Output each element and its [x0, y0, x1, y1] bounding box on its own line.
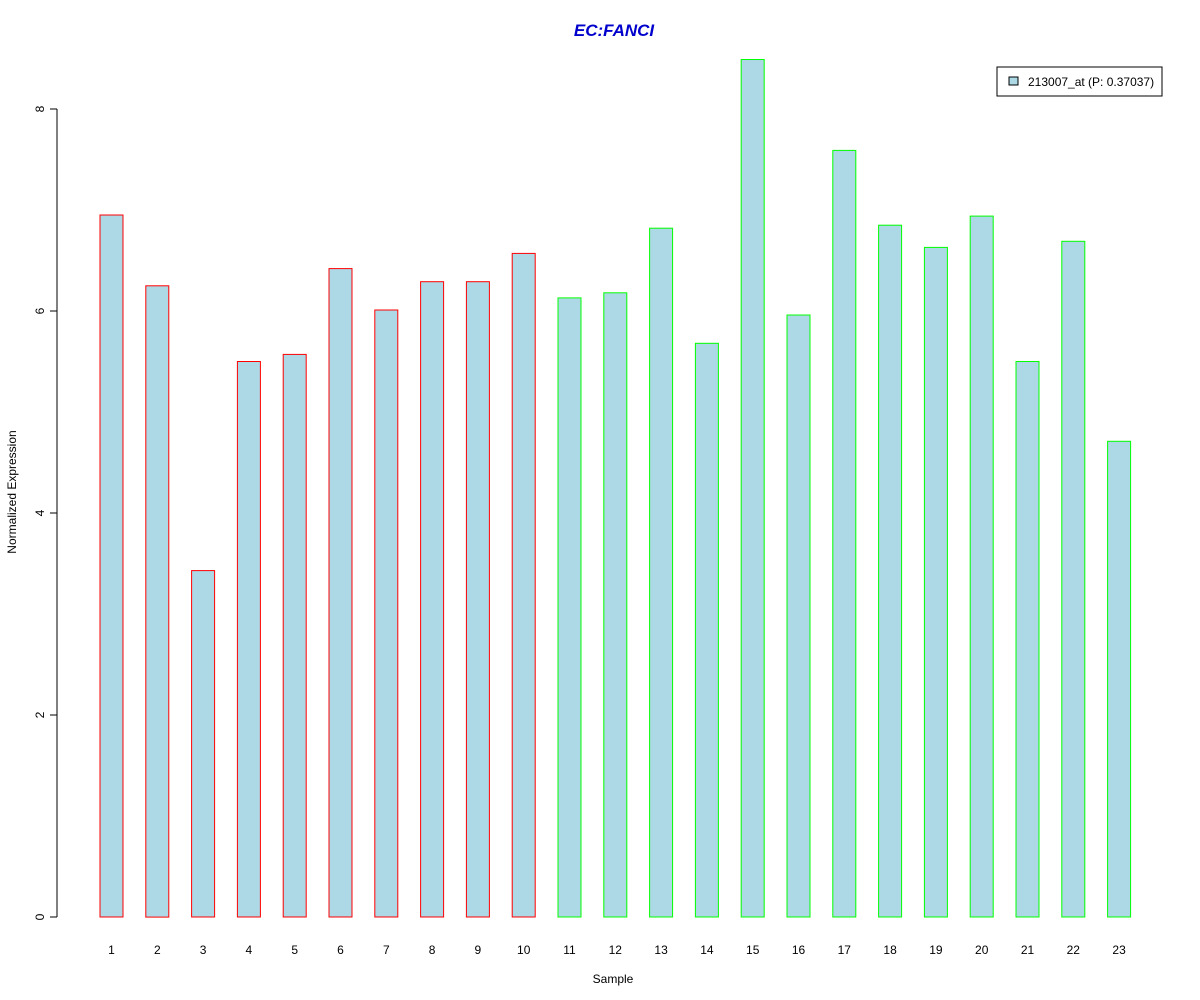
x-tick-label: 8	[429, 943, 436, 957]
x-tick-label: 10	[517, 943, 531, 957]
bar-sample-19	[923, 246, 948, 918]
x-tick-label: 11	[563, 943, 576, 957]
x-tick-label: 21	[1021, 943, 1035, 957]
x-tick-label: 18	[883, 943, 897, 957]
bar-sample-14	[694, 342, 719, 918]
x-tick-label: 15	[746, 943, 760, 957]
x-tick-label: 13	[654, 943, 668, 957]
bar-sample-17	[832, 149, 857, 918]
bar-sample-20	[969, 215, 994, 918]
y-tick-label: 2	[33, 711, 47, 718]
chart-title: EC:FANCI	[574, 21, 656, 40]
bar-sample-23	[1107, 440, 1132, 918]
legend-swatch	[1008, 76, 1019, 86]
y-tick-label: 6	[33, 307, 47, 314]
bar-sample-7	[374, 309, 399, 918]
legend-entry-label: 213007_at (P: 0.37037)	[1028, 75, 1154, 89]
y-tick-label: 4	[33, 509, 47, 516]
legend: 213007_at (P: 0.37037)	[996, 66, 1163, 97]
x-tick-labels: 1 2 3 4 5 6 7 8 9 10 11 12 13 14 15 16 17 18 19 20 21 22 23	[108, 943, 1126, 957]
x-tick-label: 7	[383, 943, 390, 957]
x-tick-label: 14	[700, 943, 714, 957]
bar-sample-10	[511, 252, 536, 918]
x-tick-label: 1	[108, 943, 115, 957]
bar-sample-22	[1061, 240, 1086, 918]
x-axis-label: Sample	[593, 972, 634, 986]
bar-sample-4	[236, 361, 261, 918]
bar-sample-9	[465, 281, 490, 918]
y-axis: 0 2 4 6 8	[33, 105, 58, 920]
legend-box	[996, 66, 1163, 97]
x-tick-label: 20	[975, 943, 989, 957]
bar-sample-2	[145, 285, 170, 918]
x-tick-label: 9	[475, 943, 482, 957]
y-tick-label: 0	[33, 913, 47, 920]
bar-sample-6	[328, 268, 353, 918]
y-axis-label: Normalized Expression	[5, 430, 19, 553]
x-tick-label: 4	[246, 943, 253, 957]
x-tick-label: 2	[154, 943, 161, 957]
bar-sample-11	[557, 297, 582, 918]
x-tick-label: 23	[1112, 943, 1126, 957]
bar-sample-16	[786, 314, 811, 918]
bar-sample-3	[191, 570, 216, 918]
x-tick-label: 16	[792, 943, 806, 957]
bar-sample-21	[1015, 361, 1040, 918]
y-tick-label: 8	[33, 105, 47, 112]
bar-sample-18	[878, 224, 903, 918]
bar-sample-12	[603, 292, 628, 918]
x-tick-label: 17	[838, 943, 852, 957]
bar-sample-13	[649, 227, 674, 918]
x-tick-label: 3	[200, 943, 207, 957]
x-tick-label: 12	[609, 943, 623, 957]
x-tick-label: 19	[929, 943, 943, 957]
x-tick-label: 6	[337, 943, 344, 957]
bar-sample-5	[282, 353, 307, 918]
bar-sample-8	[420, 281, 445, 918]
bars	[99, 59, 1132, 918]
bar-sample-1	[99, 214, 124, 918]
x-tick-label: 22	[1067, 943, 1081, 957]
x-tick-label: 5	[291, 943, 298, 957]
bar-sample-15	[740, 59, 765, 918]
